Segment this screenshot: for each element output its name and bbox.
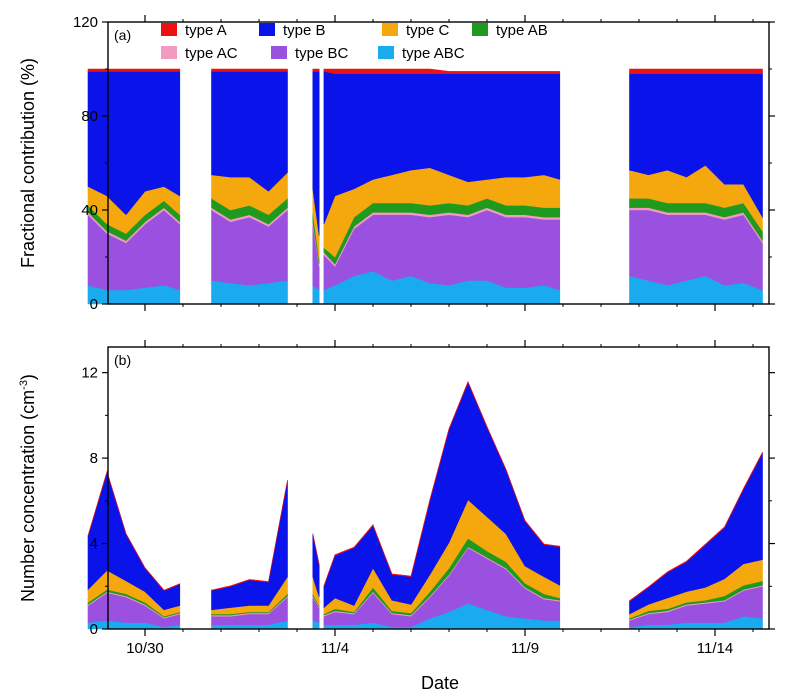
area-type-a-segment-0 (87, 68, 181, 72)
legend-label-type-ab: type AB (496, 22, 548, 39)
legend-swatch-type-ab (472, 23, 488, 36)
legend-label-type-ac: type AC (185, 45, 238, 62)
legend-swatch-type-ac (161, 46, 177, 59)
panel-a: 0 40 80 120 (a) type A type B type C type AB type… (73, 14, 775, 313)
x-tick-label: 10/30 (126, 640, 164, 657)
legend-label-type-a: type A (185, 22, 227, 39)
x-tick-label: 11/4 (321, 640, 349, 657)
legend-swatch-type-bc (271, 46, 287, 59)
area-type-a-segment-3 (323, 68, 561, 74)
legend-label-type-b: type B (283, 22, 326, 39)
area-type-bc-segment-1 (211, 209, 288, 286)
legend-swatch-type-c (382, 23, 398, 36)
panel-tag: (a) (114, 27, 131, 43)
y-tick-label: 40 (81, 202, 98, 219)
y-tick-label: 80 (81, 108, 98, 125)
y-axis-label-b-text: Number concentration (cm (18, 390, 38, 602)
legend-label-type-abc: type ABC (402, 45, 465, 62)
y-tick-label: 8 (90, 450, 98, 467)
x-tick-label: 11/14 (697, 640, 733, 657)
y-tick-label: 4 (90, 536, 98, 553)
area-type-a-segment-4 (629, 451, 763, 602)
area-type-a-segment-1 (211, 68, 288, 72)
legend-swatch-type-a (161, 23, 177, 36)
legend-swatch-type-abc (378, 46, 394, 59)
y-axis-label-b-close: ) (18, 374, 38, 380)
area-type-bc-segment-4 (629, 209, 763, 291)
area-type-a-segment-2 (312, 68, 320, 72)
area-type-b-segment-1 (211, 480, 288, 611)
area-type-a-segment-0 (87, 470, 181, 591)
legend-swatch-type-b (259, 23, 275, 36)
area-type-a-segment-1 (211, 480, 288, 591)
y-axis-label-b-superscript: -3 (18, 380, 30, 390)
y-axis-label-a: Fractional contribution (%) (18, 58, 38, 268)
shared-labels: Fractional contribution (%) Number concen… (18, 58, 459, 693)
y-axis-label-b: Number concentration (cm-3) (18, 374, 38, 602)
area-type-a-segment-2 (312, 533, 320, 565)
area-type-a-segment-4 (629, 68, 763, 74)
y-tick-label: 120 (73, 14, 98, 31)
area-type-a-segment-3 (323, 380, 561, 587)
area-type-b-segment-1 (211, 71, 288, 192)
y-tick-label: 12 (81, 365, 98, 382)
panel-tag: (b) (114, 352, 131, 368)
y-tick-label: 0 (90, 296, 98, 313)
x-tick-label: 11/9 (511, 640, 539, 657)
y-tick-label: 0 (90, 621, 98, 638)
panel-b: 0 4 8 12 10/30 11/4 11/9 11/14 (b) (81, 340, 775, 657)
plot-frame (107, 346, 770, 630)
legend-label-type-c: type C (406, 22, 450, 39)
legend-label-type-bc: type BC (295, 45, 349, 62)
x-axis-label: Date (421, 673, 459, 693)
